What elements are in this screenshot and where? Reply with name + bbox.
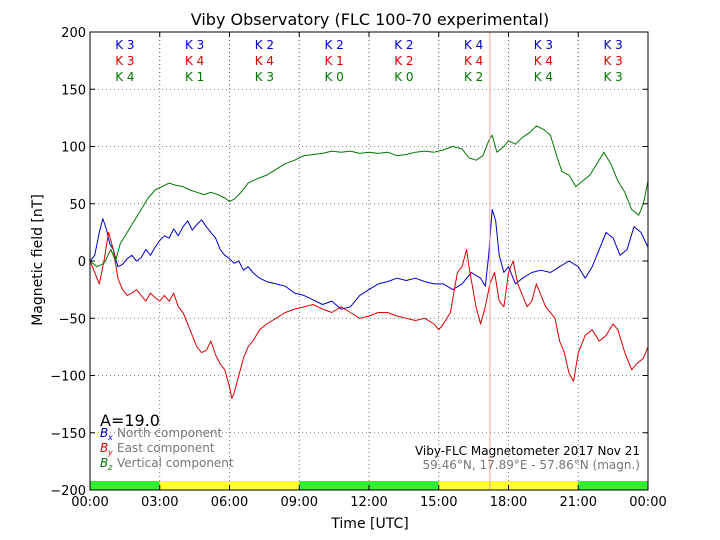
y-tick-label: 0 [78,255,86,270]
x-tick-label: 09:00 [281,495,318,510]
k-index-label: K 3 [255,70,274,84]
legend-subscript: y [107,448,113,457]
k-index-label: K 4 [534,70,553,84]
legend-symbol: B [100,441,108,455]
x-tick-label: 12:00 [350,495,387,510]
x-tick-label: 18:00 [490,495,527,510]
y-axis-label: Magnetic field [nT] [30,194,46,326]
k-index-label: K 3 [603,70,622,84]
x-tick-label: 03:00 [141,495,178,510]
k-index-label: K 2 [464,70,483,84]
k-index-label: K 1 [185,70,204,84]
a-index-label: A=19.0 [100,411,160,430]
coordinates-label: 59.46°N, 17.89°E - 57.86°N (magn.) [423,458,640,472]
k-index-label: K 4 [185,54,204,68]
activity-segment [578,481,648,490]
grid-lines [90,32,648,490]
y-tick-label: −50 [59,312,86,327]
k-index-label: K 4 [115,70,134,84]
x-tick-label: 15:00 [420,495,457,510]
legend-entry: North component [117,426,223,440]
x-tick-label: 00:00 [629,495,666,510]
y-tick-label: 100 [61,141,86,156]
legend-entry: Vertical component [117,456,234,470]
k-index-label: K 3 [115,38,134,52]
k-index-label: K 3 [115,54,134,68]
series-line-y [89,231,649,399]
k-index-label: K 1 [324,54,343,68]
y-tick-label: −150 [50,427,86,442]
x-tick-label: 21:00 [560,495,597,510]
y-tick-label: 50 [69,198,86,213]
series-line-x [89,209,649,310]
k-index-label: K 2 [394,54,413,68]
x-tick-label: 06:00 [211,495,248,510]
k-index-label: K 2 [324,38,343,52]
legend-symbol: B [100,456,108,470]
axes: 00:00 03:00 06:00 09:00 12:00 15:00 18:00 21:00… [50,26,666,510]
k-index-label: K 0 [394,70,413,84]
activity-segment [90,481,160,490]
y-tick-label: −100 [50,370,86,385]
k-index-label: K 0 [324,70,343,84]
x-axis-label: Time [UTC] [330,516,408,532]
y-tick-label: 200 [61,26,86,41]
legend-entry: East component [117,441,215,455]
y-tick-label: −200 [50,484,86,499]
k-index-label: K 4 [464,54,483,68]
legend-symbol: B [100,426,108,440]
k-index-label: K 3 [603,54,622,68]
series-line-z [89,125,649,268]
x-tick-label: 00:00 [71,495,108,510]
y-tick-label: 150 [61,83,86,98]
chart-title: Viby Observatory (FLC 100-70 experimenta… [191,10,550,29]
k-index-label: K 4 [464,38,483,52]
legend-subscript: z [107,463,113,472]
k-index-label: K 3 [534,38,553,52]
k-index-label: K 2 [394,38,413,52]
k-index-label: K 3 [603,38,622,52]
k-index-label: K 4 [255,54,274,68]
k-index-label: K 3 [185,38,204,52]
k-index-label: K 2 [255,38,274,52]
k-index-label: K 4 [534,54,553,68]
series-lines [89,125,649,399]
legend-subscript: x [107,433,113,442]
k-index-rows: K 3 K 3 K 2 K 2 K 2 K 4 K 3 K 3 K 3 K 4 K 4 K 1 K 2 K… [115,32,623,84]
station-label: Viby-FLC Magnetometer 2017 Nov 21 [415,444,640,458]
